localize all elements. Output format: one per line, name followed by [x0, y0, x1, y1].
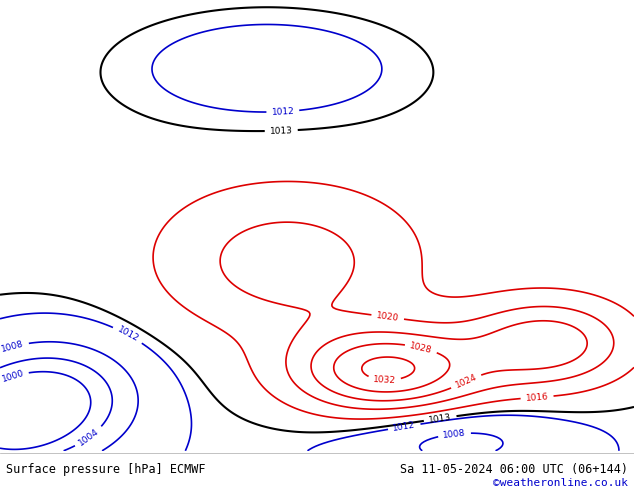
Text: 1013: 1013	[269, 126, 293, 136]
Text: 1013: 1013	[428, 413, 452, 425]
Text: 1000: 1000	[1, 369, 25, 384]
Text: 1008: 1008	[1, 340, 25, 354]
Text: 1004: 1004	[77, 427, 101, 447]
Text: 1028: 1028	[409, 341, 433, 355]
Text: 1016: 1016	[526, 392, 549, 403]
Text: 1024: 1024	[454, 373, 479, 390]
Text: 1032: 1032	[373, 375, 396, 385]
Text: 1012: 1012	[392, 420, 417, 433]
Text: 1020: 1020	[376, 311, 399, 323]
Text: Surface pressure [hPa] ECMWF: Surface pressure [hPa] ECMWF	[6, 463, 206, 476]
Text: Sa 11-05-2024 06:00 UTC (06+144): Sa 11-05-2024 06:00 UTC (06+144)	[399, 463, 628, 476]
Text: 1012: 1012	[115, 325, 140, 344]
Text: 1008: 1008	[443, 428, 467, 440]
Text: 1012: 1012	[271, 106, 294, 117]
Text: ©weatheronline.co.uk: ©weatheronline.co.uk	[493, 478, 628, 488]
